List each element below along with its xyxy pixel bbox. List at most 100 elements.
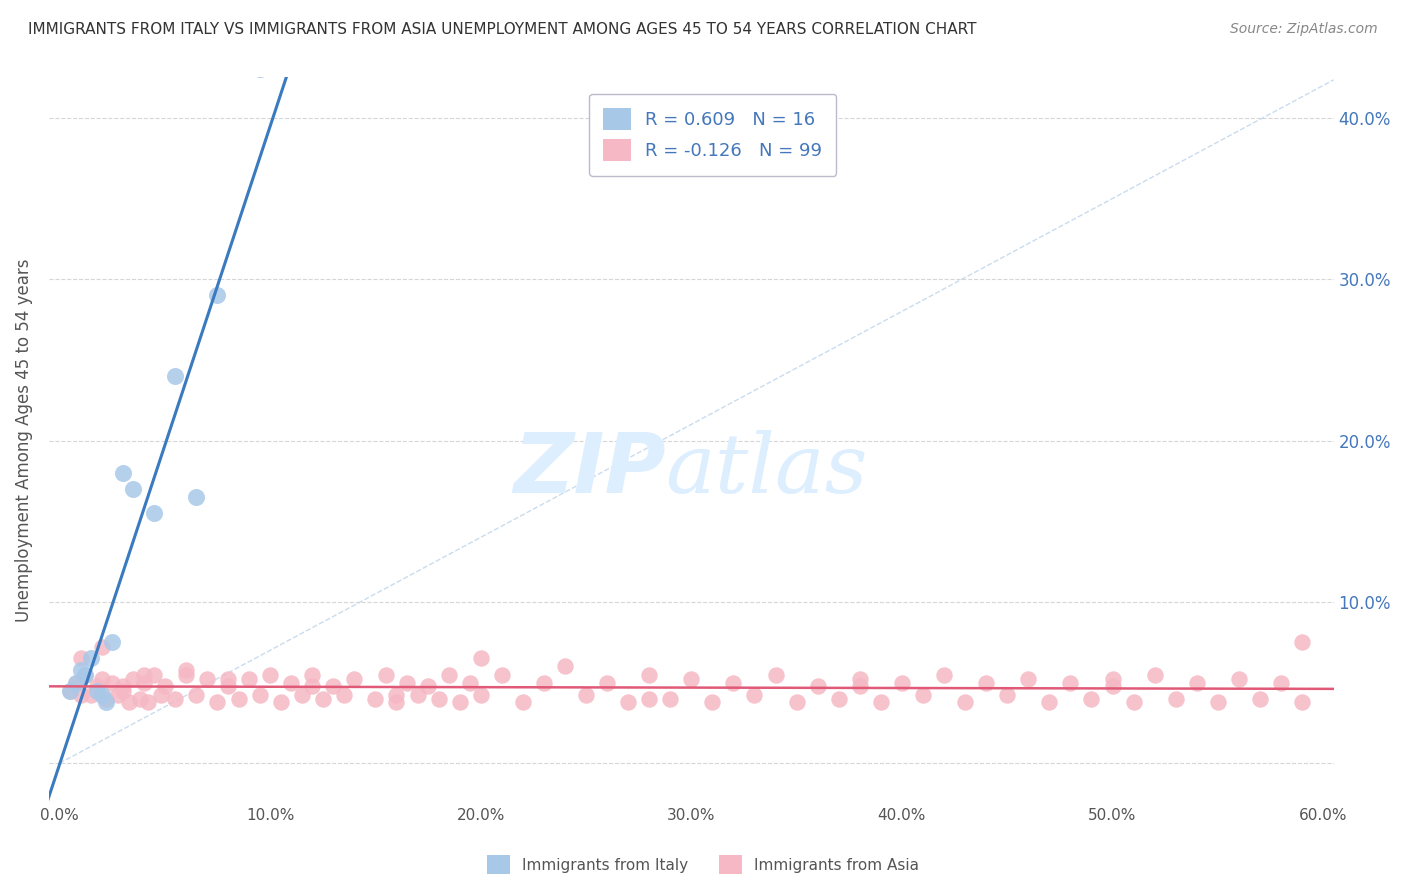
Point	[1080, 691, 1102, 706]
Point	[80, 689, 103, 703]
Legend: R = 0.609   N = 16, R = -0.126   N = 99: R = 0.609 N = 16, R = -0.126 N = 99	[589, 94, 837, 176]
Point	[270, 695, 292, 709]
Point	[228, 691, 250, 706]
Point	[118, 695, 141, 709]
Point	[94, 691, 117, 706]
Point	[149, 689, 172, 703]
Point	[111, 679, 134, 693]
Point	[186, 689, 208, 703]
Point	[80, 651, 103, 665]
Point	[132, 675, 155, 690]
Text: IMMIGRANTS FROM ITALY VS IMMIGRANTS FROM ASIA UNEMPLOYMENT AMONG AGES 45 TO 54 Y: IMMIGRANTS FROM ITALY VS IMMIGRANTS FROM…	[28, 22, 977, 37]
Point	[869, 695, 891, 709]
Point	[90, 689, 112, 703]
Point	[681, 673, 703, 687]
Point	[101, 635, 124, 649]
Point	[59, 683, 82, 698]
Y-axis label: Unemployment Among Ages 45 to 54 years: Unemployment Among Ages 45 to 54 years	[15, 259, 32, 623]
Point	[259, 667, 281, 681]
Point	[638, 667, 661, 681]
Point	[995, 689, 1018, 703]
Point	[69, 651, 91, 665]
Point	[828, 691, 851, 706]
Point	[702, 695, 724, 709]
Point	[491, 667, 513, 681]
Point	[107, 689, 129, 703]
Point	[143, 506, 166, 520]
Point	[744, 689, 766, 703]
Point	[165, 691, 187, 706]
Point	[1122, 695, 1144, 709]
Point	[1291, 635, 1313, 649]
Point	[69, 689, 91, 703]
Point	[94, 695, 117, 709]
Point	[723, 675, 745, 690]
Point	[59, 683, 82, 698]
Point	[1270, 675, 1292, 690]
Point	[512, 695, 534, 709]
Point	[128, 691, 150, 706]
Point	[911, 689, 934, 703]
Point	[65, 675, 87, 690]
Point	[1206, 695, 1229, 709]
Text: atlas: atlas	[665, 430, 868, 509]
Point	[301, 667, 323, 681]
Point	[470, 651, 492, 665]
Text: ZIP: ZIP	[513, 429, 665, 510]
Point	[238, 673, 260, 687]
Point	[416, 679, 439, 693]
Point	[186, 490, 208, 504]
Point	[122, 482, 145, 496]
Point	[638, 691, 661, 706]
Point	[449, 695, 471, 709]
Point	[312, 691, 335, 706]
Point	[395, 675, 418, 690]
Point	[249, 62, 271, 77]
Point	[101, 675, 124, 690]
Point	[374, 667, 396, 681]
Point	[73, 667, 96, 681]
Point	[385, 689, 408, 703]
Point	[554, 659, 576, 673]
Point	[659, 691, 682, 706]
Point	[343, 673, 366, 687]
Point	[207, 695, 229, 709]
Point	[406, 689, 429, 703]
Point	[291, 689, 314, 703]
Point	[111, 466, 134, 480]
Point	[974, 675, 997, 690]
Point	[849, 679, 872, 693]
Point	[301, 679, 323, 693]
Point	[90, 673, 112, 687]
Point	[533, 675, 555, 690]
Point	[165, 369, 187, 384]
Text: Source: ZipAtlas.com: Source: ZipAtlas.com	[1230, 22, 1378, 37]
Point	[765, 667, 787, 681]
Point	[132, 667, 155, 681]
Point	[849, 673, 872, 687]
Point	[207, 288, 229, 302]
Point	[437, 667, 460, 681]
Point	[90, 640, 112, 654]
Point	[174, 663, 197, 677]
Point	[195, 673, 218, 687]
Point	[1185, 675, 1208, 690]
Point	[1227, 673, 1250, 687]
Point	[217, 679, 239, 693]
Point	[322, 679, 344, 693]
Point	[249, 689, 271, 703]
Point	[1291, 695, 1313, 709]
Point	[385, 695, 408, 709]
Point	[617, 695, 640, 709]
Point	[333, 689, 356, 703]
Point	[1017, 673, 1039, 687]
Point	[1101, 679, 1123, 693]
Point	[122, 673, 145, 687]
Point	[786, 695, 808, 709]
Point	[1249, 691, 1271, 706]
Point	[86, 679, 108, 693]
Point	[73, 667, 96, 681]
Point	[86, 683, 108, 698]
Point	[217, 673, 239, 687]
Point	[1164, 691, 1187, 706]
